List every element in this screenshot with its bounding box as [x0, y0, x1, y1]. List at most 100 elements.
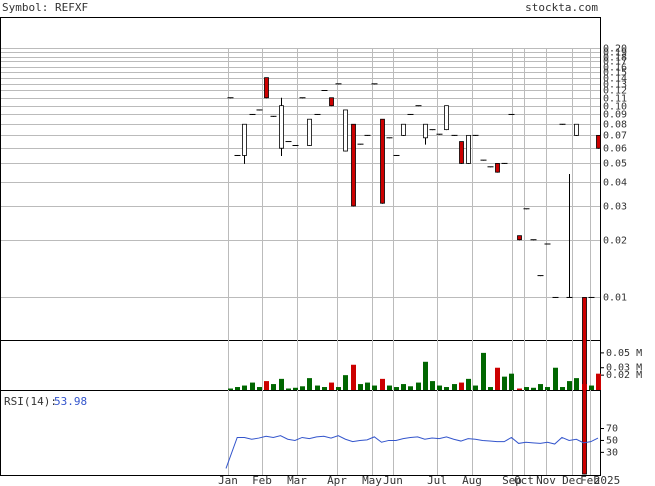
y-tick-label: 70: [606, 424, 618, 435]
y-tick-label: 0.02: [603, 236, 627, 247]
volume-bar: [322, 387, 327, 390]
volume-bar: [329, 382, 334, 390]
volume-bar: [315, 385, 320, 390]
volume-bar: [473, 385, 478, 390]
candle-body: [264, 77, 269, 99]
volume-bar: [524, 387, 529, 390]
volume-bar: [423, 361, 428, 390]
volume-bar: [387, 385, 392, 390]
x-tick-label: Dec: [562, 474, 582, 486]
volume-bar: [481, 352, 486, 390]
candle-body: [401, 123, 406, 136]
y-tick-label: 0.13: [603, 80, 627, 91]
volume-bar: [250, 382, 255, 390]
volume-bar: [452, 384, 457, 390]
y-tick-label: 0.14: [603, 74, 627, 85]
volume-bar: [560, 387, 565, 390]
volume-bar: [582, 384, 587, 390]
volume-bar: [228, 388, 233, 390]
y-tick-label: 0.18: [603, 53, 627, 64]
volume-bar: [394, 387, 399, 390]
volume-bar: [466, 378, 471, 390]
volume-bar: [358, 384, 363, 390]
volume-bar: [365, 382, 370, 390]
volume-bar: [444, 387, 449, 390]
volume-bar: [380, 378, 385, 390]
candle-body: [279, 105, 284, 149]
volume-bar: [279, 378, 284, 390]
volume-bar: [517, 388, 522, 390]
y-tick-label: 0.01: [603, 293, 627, 304]
y-tick-label: 0.07: [603, 131, 627, 142]
x-tick-label: Aug: [462, 474, 482, 486]
candle-body: [466, 134, 471, 164]
volume-bar: [235, 387, 240, 390]
x-tick-label: Apr: [327, 474, 347, 486]
symbol-label: Symbol: REFXF: [2, 1, 88, 14]
y-tick-label: 0.17: [603, 57, 627, 68]
x-tick-label: Oct: [514, 474, 534, 486]
y-tick-label: 0.05 M: [606, 348, 642, 359]
y-tick-label: 0.03 M: [606, 363, 642, 374]
candle-body: [307, 118, 312, 146]
volume-bar: [589, 385, 594, 390]
volume-bar: [488, 387, 493, 390]
y-tick-label: 0.02 M: [606, 370, 642, 381]
candle-body: [459, 141, 464, 164]
x-tick-label: Nov: [536, 474, 556, 486]
y-tick-label: 0.06: [603, 144, 627, 155]
candle-body: [242, 123, 247, 156]
rsi-current: 53.98: [54, 395, 87, 408]
volume-bar: [336, 387, 341, 390]
y-tick-label: 30: [606, 447, 618, 458]
y-tick-label: 0.04: [603, 178, 627, 189]
x-tick-label: Sep: [502, 474, 522, 486]
candle-body: [596, 134, 601, 149]
y-tick-label: 0.09: [603, 110, 627, 121]
y-tick-label: 0.19: [603, 48, 627, 59]
candle-body: [574, 123, 579, 136]
volume-bar: [596, 373, 601, 390]
candle-body: [517, 235, 522, 241]
volume-bar: [300, 386, 305, 390]
y-tick-label: 0.16: [603, 63, 627, 74]
frame: [0, 17, 601, 476]
volume-bar: [538, 384, 543, 390]
y-tick-label: 0.12: [603, 86, 627, 97]
candle-body: [444, 105, 449, 131]
x-tick-label: May: [362, 474, 382, 486]
volume-bar: [430, 381, 435, 390]
y-tick-label: 50: [606, 435, 618, 446]
volume-bar: [545, 387, 550, 390]
candle-body: [380, 118, 385, 204]
x-tick-label: Jul: [427, 474, 447, 486]
x-tick-label: Jan: [218, 474, 238, 486]
volume-bar: [553, 367, 558, 390]
y-tick-label: 0.10: [603, 102, 627, 113]
volume-bar: [286, 388, 291, 390]
volume-bar: [271, 384, 276, 390]
y-tick-label: 0.08: [603, 120, 627, 131]
rsi-line: [225, 435, 599, 469]
rsi-label: RSI(14):: [4, 395, 57, 408]
volume-bar: [416, 382, 421, 390]
y-tick-label: 0.11: [603, 94, 627, 105]
volume-bar: [351, 364, 356, 390]
x-tick-label: Feb: [252, 474, 272, 486]
candle-body: [329, 97, 334, 107]
x-tick-label: 2025: [594, 474, 621, 486]
x-tick-label: Mar: [287, 474, 307, 486]
volume-bar: [343, 375, 348, 390]
volume-bar: [502, 376, 507, 390]
y-tick-label: 0.20: [603, 44, 627, 55]
source: stockta.com: [525, 1, 598, 14]
y-tick-label: 0.03: [603, 202, 627, 213]
volume-bar: [574, 378, 579, 390]
volume-bar: [509, 373, 514, 390]
volume-bar: [408, 386, 413, 390]
volume-bar: [459, 382, 464, 390]
volume-bar: [401, 384, 406, 390]
candle-body: [495, 163, 500, 173]
